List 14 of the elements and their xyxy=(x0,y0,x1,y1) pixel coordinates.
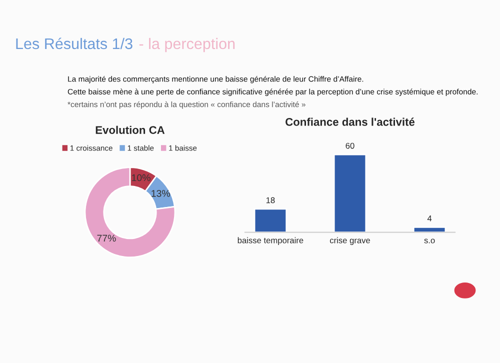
x-tick-label: crise grave xyxy=(330,237,370,245)
chart-title: Confiance dans l'activité xyxy=(286,118,415,126)
x-tick-label: baisse temporaire xyxy=(238,237,304,245)
x-tick-label: s.o xyxy=(424,238,435,244)
data-label: 77% xyxy=(97,234,116,242)
data-label: 4 xyxy=(427,216,432,222)
text: - la perception xyxy=(139,38,235,52)
text: Les Résultats 1/3 xyxy=(16,38,132,50)
data-label: 60 xyxy=(346,142,354,149)
chart-title: Evolution CA xyxy=(96,126,165,134)
donut-slice xyxy=(84,166,176,258)
data-label: 13% xyxy=(152,190,170,197)
data-label: 10% xyxy=(132,174,150,182)
data-label: 18 xyxy=(266,197,275,204)
